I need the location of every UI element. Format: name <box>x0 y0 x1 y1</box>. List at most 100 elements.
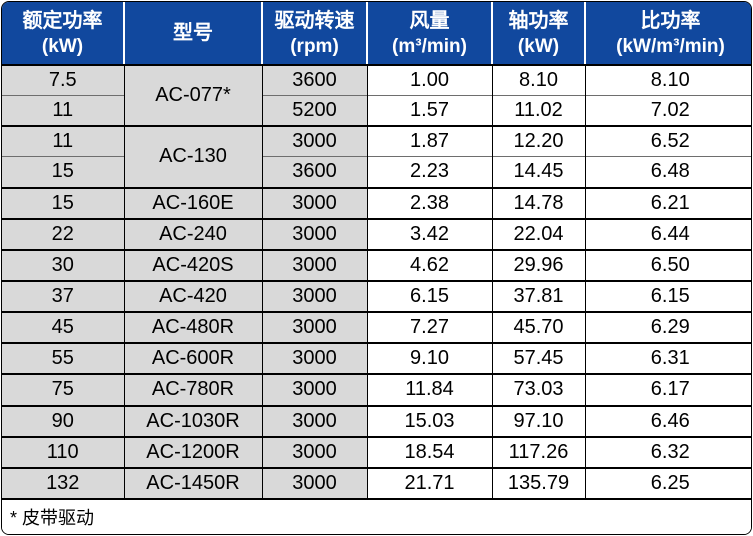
rated-power-cell: 75 <box>2 373 124 406</box>
table-row: 55 AC-600R 3000 9.10 57.45 6.31 <box>2 342 751 375</box>
rpm-cell: 3000 <box>261 217 367 250</box>
header-title: 风量 <box>409 9 450 32</box>
model-cell: AC-480R <box>123 311 262 344</box>
specific-power-cell: 7.02 <box>584 95 751 127</box>
specific-power-cell: 6.25 <box>584 466 751 499</box>
table-row: 132 AC-1450R 3000 21.71 135.79 6.25 <box>2 466 751 499</box>
table-row: 75 AC-780R 3000 11.84 73.03 6.17 <box>2 373 751 406</box>
specific-power-cell: 6.29 <box>584 311 751 344</box>
shaft-power-cell: 29.96 <box>491 248 585 281</box>
table-row: 90 AC-1030R 3000 15.03 97.10 6.46 <box>2 404 751 437</box>
table-footer: * 皮带驱动 <box>2 498 751 534</box>
header-unit: (m³/min) <box>392 35 467 57</box>
rated-power-cell: 55 <box>2 342 124 375</box>
air-flow-cell: 1.00 <box>366 65 492 96</box>
rpm-cell: 3000 <box>261 373 367 406</box>
table-body: 7.5 AC-077* 3600 1.00 8.10 8.10 11 5200 1.57 11.0… <box>2 65 751 499</box>
rated-power-cell: 45 <box>2 311 124 344</box>
shaft-power-cell: 14.78 <box>491 186 585 219</box>
table-row: 11 5200 1.57 11.02 7.02 <box>2 95 751 127</box>
model-cell: AC-130 <box>123 125 262 188</box>
specific-power-cell: 6.32 <box>584 435 751 468</box>
model-cell: AC-780R <box>123 373 262 406</box>
header-title: 型号 <box>173 22 213 44</box>
rated-power-cell: 90 <box>2 404 124 437</box>
rpm-cell: 3000 <box>261 186 367 219</box>
model-cell: AC-160E <box>123 186 262 219</box>
table-header: 额定功率 (kW) 型号 驱动转速 (rpm) 风量 (m³/min) 轴功率 <box>2 2 751 66</box>
air-flow-cell: 11.84 <box>366 373 492 406</box>
rpm-cell: 3000 <box>261 311 367 344</box>
header-row: 额定功率 (kW) 型号 驱动转速 (rpm) 风量 (m³/min) 轴功率 <box>2 2 751 66</box>
table-row: 37 AC-420 3000 6.15 37.81 6.15 <box>2 279 751 313</box>
header-air-flow: 风量 (m³/min) <box>366 2 492 66</box>
model-cell: AC-420S <box>123 248 262 281</box>
air-flow-cell: 15.03 <box>366 404 492 437</box>
specific-power-cell: 6.46 <box>584 404 751 437</box>
header-rated-power: 额定功率 (kW) <box>2 2 124 66</box>
specific-power-cell: 6.15 <box>584 279 751 313</box>
shaft-power-cell: 11.02 <box>491 95 585 127</box>
shaft-power-cell: 22.04 <box>491 217 585 250</box>
header-unit: (rpm) <box>290 35 339 57</box>
header-drive-speed: 驱动转速 (rpm) <box>261 2 367 66</box>
rpm-cell: 3000 <box>261 125 367 157</box>
rated-power-cell: 30 <box>2 248 124 281</box>
header-model: 型号 <box>123 2 262 66</box>
header-specific-power: 比功率 (kW/m³/min) <box>584 2 751 66</box>
header-shaft-power: 轴功率 (kW) <box>491 2 585 66</box>
table-row: 45 AC-480R 3000 7.27 45.70 6.29 <box>2 311 751 344</box>
air-flow-cell: 6.15 <box>366 279 492 313</box>
table-row: 15 AC-160E 3000 2.38 14.78 6.21 <box>2 186 751 219</box>
shaft-power-cell: 97.10 <box>491 404 585 437</box>
rated-power-cell: 7.5 <box>2 65 124 96</box>
header-title: 额定功率 <box>22 9 103 32</box>
air-flow-cell: 21.71 <box>366 466 492 499</box>
table-row: 30 AC-420S 3000 4.62 29.96 6.50 <box>2 248 751 281</box>
shaft-power-cell: 135.79 <box>491 466 585 499</box>
air-flow-cell: 1.57 <box>366 95 492 127</box>
header-title: 比功率 <box>640 9 701 32</box>
table-row: 22 AC-240 3000 3.42 22.04 6.44 <box>2 217 751 250</box>
air-flow-cell: 2.23 <box>366 156 492 188</box>
rated-power-cell: 132 <box>2 466 124 499</box>
rated-power-cell: 11 <box>2 95 124 127</box>
footnote-row: * 皮带驱动 <box>2 498 751 534</box>
model-cell: AC-1030R <box>123 404 262 437</box>
rpm-cell: 3000 <box>261 404 367 437</box>
specific-power-cell: 6.50 <box>584 248 751 281</box>
model-cell: AC-240 <box>123 217 262 250</box>
specific-power-cell: 6.31 <box>584 342 751 375</box>
air-flow-cell: 18.54 <box>366 435 492 468</box>
header-unit: (kW) <box>41 35 84 57</box>
rpm-cell: 3600 <box>261 156 367 188</box>
rpm-cell: 5200 <box>261 95 367 127</box>
shaft-power-cell: 14.45 <box>491 156 585 188</box>
rpm-cell: 3000 <box>261 279 367 313</box>
rated-power-cell: 22 <box>2 217 124 250</box>
rated-power-cell: 11 <box>2 125 124 157</box>
rated-power-cell: 110 <box>2 435 124 468</box>
specific-power-cell: 6.44 <box>584 217 751 250</box>
shaft-power-cell: 117.26 <box>491 435 585 468</box>
shaft-power-cell: 8.10 <box>491 65 585 96</box>
shaft-power-cell: 45.70 <box>491 311 585 344</box>
table-row: 15 3600 2.23 14.45 6.48 <box>2 156 751 188</box>
air-flow-cell: 4.62 <box>366 248 492 281</box>
model-cell: AC-420 <box>123 279 262 313</box>
header-title: 驱动转速 <box>274 9 355 32</box>
rated-power-cell: 15 <box>2 156 124 188</box>
specific-power-cell: 6.17 <box>584 373 751 406</box>
specific-power-cell: 6.48 <box>584 156 751 188</box>
shaft-power-cell: 12.20 <box>491 125 585 157</box>
rpm-cell: 3600 <box>261 65 367 96</box>
header-title: 轴功率 <box>508 9 569 32</box>
air-flow-cell: 2.38 <box>366 186 492 219</box>
air-flow-cell: 7.27 <box>366 311 492 344</box>
air-flow-cell: 1.87 <box>366 125 492 157</box>
table-row: 11 AC-130 3000 1.87 12.20 6.52 <box>2 125 751 188</box>
rpm-cell: 3000 <box>261 342 367 375</box>
air-flow-cell: 9.10 <box>366 342 492 375</box>
